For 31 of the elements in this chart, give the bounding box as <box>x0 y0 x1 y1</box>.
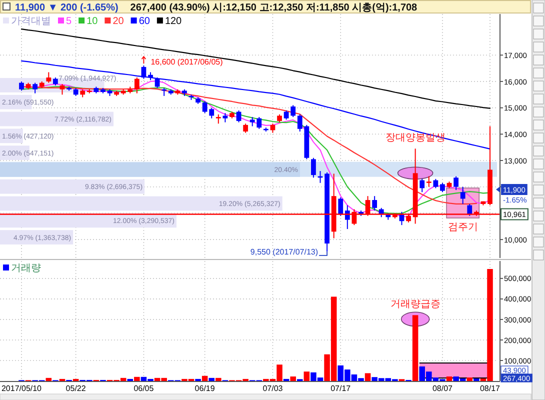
annotation: 16,600 (2017/06/05) <box>150 58 224 67</box>
legend-label: 거래량 <box>11 263 41 274</box>
x-tick-label: 07/03 <box>262 384 284 393</box>
x-tick-label: 2017/05/10 <box>1 384 42 393</box>
x-tick-label: 06/19 <box>194 384 216 393</box>
annotation: 검주기 <box>448 222 478 233</box>
legend-item: 120 <box>156 16 182 27</box>
legend-item: 가격대별 <box>3 16 51 27</box>
annotation: 거래량급증 <box>390 299 440 310</box>
legend-item: 5 <box>58 16 72 27</box>
legend-label: 60 <box>138 16 150 27</box>
legend-item: 10 <box>78 16 98 27</box>
chart-title: 11,900 ▼ 200 (-1.65%) <box>15 2 118 14</box>
x-tick-label: 08/07 <box>432 384 454 393</box>
x-tick-label: 08/17 <box>480 384 501 393</box>
legend-label: 120 <box>164 16 182 27</box>
x-tick-label: 07/17 <box>330 384 352 393</box>
legend-label: 5 <box>66 16 72 27</box>
x-tick-label: 05/22 <box>66 384 86 393</box>
annotation: 16,600 (2017/06/05) <box>141 56 223 67</box>
legend-item: 거래량 <box>3 263 41 274</box>
legend-label: 가격대별 <box>11 16 51 27</box>
annotation: 9,550 (2017/07/13) <box>250 247 328 256</box>
header: 11,900 ▼ 200 (-1.65%) 267,400 (43.90%) 시:12,150 고:12,350 저:11,850 시총(억):1,708 <box>0 0 531 14</box>
chart-subtitle: 267,400 (43.90%) 시:12,150 고:12,350 저:11,850 시총(억):1,708 <box>130 2 418 14</box>
annotation: 장대양봉발생 <box>385 132 446 144</box>
legend-label: 20 <box>112 16 124 27</box>
legend-label: 10 <box>86 16 98 27</box>
x-tick-label: 06/05 <box>134 384 154 393</box>
legend-item: 20 <box>104 16 124 27</box>
legend-item: 60 <box>130 16 150 27</box>
